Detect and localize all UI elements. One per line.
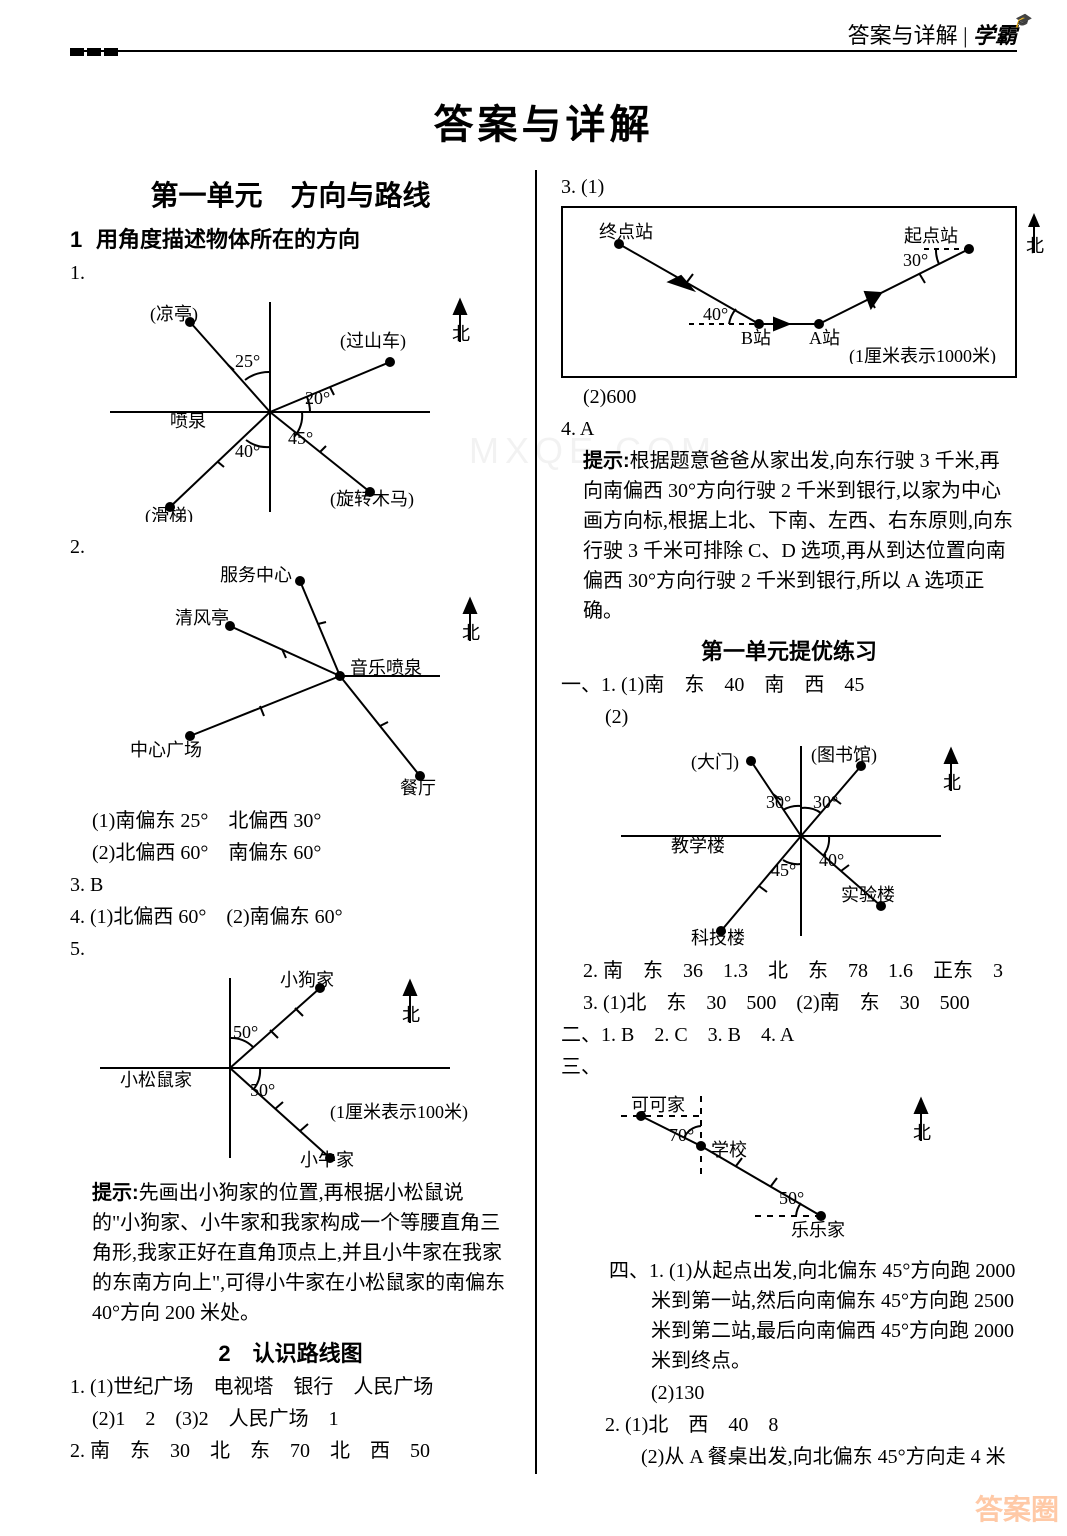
svg-text:教学楼: 教学楼 bbox=[671, 836, 725, 856]
svg-text:45°: 45° bbox=[771, 860, 796, 880]
diagram-3b: 北 可可家 学校 乐乐家 70° 50° bbox=[561, 1086, 1017, 1252]
diagram-1: 北 (凉亭) (过山车) 喷泉 (旋转木马) (滑梯) 25° 20° 45° … bbox=[70, 292, 511, 528]
svg-text:(滑梯): (滑梯) bbox=[145, 506, 193, 522]
svg-text:小松鼠家: 小松鼠家 bbox=[120, 1070, 192, 1090]
svg-text:小狗家: 小狗家 bbox=[280, 970, 334, 990]
svg-text:70°: 70° bbox=[669, 1125, 694, 1145]
section-2-heading: 2 认识路线图 bbox=[70, 1336, 511, 1368]
svg-text:30°: 30° bbox=[813, 792, 838, 812]
svg-text:服务中心: 服务中心 bbox=[220, 566, 292, 585]
r-q4-hint: 提示:根据题意爸爸从家出发,向东行驶 3 千米,再向南偏西 30°方向行驶 2 … bbox=[561, 446, 1017, 626]
unit-title: 第一单元 方向与路线 bbox=[70, 174, 511, 214]
diagram-2: 北 服务中心 清风亭 音乐喷泉 中心广场 餐厅 bbox=[70, 566, 511, 802]
svg-text:小牛家: 小牛家 bbox=[300, 1150, 354, 1168]
q3: 3. B bbox=[70, 870, 511, 900]
diagram-5: 北 小狗家 小松鼠家 小牛家 50° 50° (1厘米表示100米) bbox=[70, 968, 511, 1174]
p4-2-2: (2)从 A 餐桌出发,向北偏东 45°方向走 4 米 bbox=[561, 1442, 1017, 1472]
right-column: 3. (1) bbox=[561, 170, 1017, 1474]
s2-q1-1: 1. (1)世纪广场 电视塔 银行 人民广场 bbox=[70, 1372, 511, 1402]
svg-text:可可家: 可可家 bbox=[631, 1095, 685, 1115]
header-marks bbox=[70, 48, 118, 56]
svg-text:B站: B站 bbox=[741, 328, 771, 348]
svg-text:50°: 50° bbox=[233, 1022, 258, 1042]
s2-q1-2: (2)1 2 (3)2 人民广场 1 bbox=[70, 1404, 511, 1434]
diagram-tiyu: 北 (大门) (图书馆) 教学楼 实验楼 科技楼 30° 30° 40° 45° bbox=[561, 736, 1017, 952]
svg-text:45°: 45° bbox=[288, 428, 313, 448]
q2-ans-1: (1)南偏东 25° 北偏西 30° bbox=[70, 806, 511, 836]
svg-text:终点站: 终点站 bbox=[599, 222, 653, 242]
tiyu-title: 第一单元提优练习 bbox=[561, 634, 1017, 666]
p1-1-2-label: (2) bbox=[561, 702, 1017, 732]
r-q3-num: 3. (1) bbox=[561, 172, 1017, 202]
p1-1-1: 一、1. (1)南 东 40 南 西 45 bbox=[561, 670, 1017, 700]
svg-text:清风亭: 清风亭 bbox=[175, 608, 229, 628]
svg-text:北: 北 bbox=[452, 324, 470, 344]
svg-text:中心广场: 中心广场 bbox=[130, 740, 202, 760]
q2-number: 2. bbox=[70, 532, 511, 562]
svg-text:50°: 50° bbox=[779, 1188, 804, 1208]
svg-text:北: 北 bbox=[462, 623, 480, 643]
svg-text:30°: 30° bbox=[903, 250, 928, 270]
left-column: 第一单元 方向与路线 1用角度描述物体所在的方向 1. bbox=[70, 170, 511, 1474]
p1-2: 2. 南 东 36 1.3 北 东 78 1.6 正东 3 bbox=[561, 956, 1017, 986]
svg-text:北: 北 bbox=[1026, 236, 1044, 256]
q5-number: 5. bbox=[70, 934, 511, 964]
svg-text:20°: 20° bbox=[305, 388, 330, 408]
page: 答案与详解 | 学霸 答案与详解 第一单元 方向与路线 1用角度描述物体所在的方… bbox=[0, 0, 1067, 1536]
watermark-url: MXQE.COM bbox=[469, 430, 717, 472]
svg-text:30°: 30° bbox=[766, 792, 791, 812]
svg-text:起点站: 起点站 bbox=[904, 226, 958, 246]
columns: 第一单元 方向与路线 1用角度描述物体所在的方向 1. bbox=[70, 170, 1017, 1474]
watermark-brand: 答案圈 bbox=[975, 1488, 1059, 1528]
q4: 4. (1)北偏西 60° (2)南偏东 60° bbox=[70, 902, 511, 932]
svg-text:40°: 40° bbox=[235, 441, 260, 461]
svg-text:40°: 40° bbox=[819, 850, 844, 870]
section-1-heading: 1用角度描述物体所在的方向 bbox=[70, 222, 511, 254]
svg-text:(大门): (大门) bbox=[691, 752, 739, 773]
svg-text:(过山车): (过山车) bbox=[340, 331, 406, 352]
svg-text:(1厘米表示1000米): (1厘米表示1000米) bbox=[849, 346, 996, 364]
q2-ans-2: (2)北偏西 60° 南偏东 60° bbox=[70, 838, 511, 868]
svg-text:音乐喷泉: 音乐喷泉 bbox=[350, 658, 422, 678]
svg-text:餐厅: 餐厅 bbox=[400, 778, 436, 796]
column-separator bbox=[535, 170, 537, 1474]
svg-text:(凉亭): (凉亭) bbox=[150, 304, 198, 325]
q5-hint: 提示:先画出小狗家的位置,再根据小松鼠说的"小狗家、小牛家和我家构成一个等腰直角… bbox=[70, 1178, 511, 1328]
svg-text:25°: 25° bbox=[235, 351, 260, 371]
svg-text:(图书馆): (图书馆) bbox=[811, 745, 877, 766]
svg-text:50°: 50° bbox=[250, 1080, 275, 1100]
svg-text:实验楼: 实验楼 bbox=[841, 885, 895, 905]
p1-3: 3. (1)北 东 30 500 (2)南 东 30 500 bbox=[561, 988, 1017, 1018]
diagram-route: 终点站 起点站 B站 A站 40° 30° (1厘米表示1000米) 北 bbox=[561, 206, 1017, 378]
p4-2-1: 2. (1)北 西 40 8 bbox=[561, 1410, 1017, 1440]
s2-q2: 2. 南 东 30 北 东 70 北 西 50 bbox=[70, 1436, 511, 1466]
svg-text:北: 北 bbox=[913, 1123, 931, 1143]
svg-text:40°: 40° bbox=[703, 304, 728, 324]
header-right-label: 答案与详解 | 学霸 bbox=[848, 18, 1017, 50]
svg-text:乐乐家: 乐乐家 bbox=[791, 1220, 845, 1240]
p3-label: 三、 bbox=[561, 1052, 1017, 1082]
svg-text:(旋转木马): (旋转木马) bbox=[330, 489, 414, 510]
svg-text:(1厘米表示100米): (1厘米表示100米) bbox=[330, 1102, 468, 1123]
svg-text:喷泉: 喷泉 bbox=[170, 411, 206, 431]
svg-text:北: 北 bbox=[943, 773, 961, 793]
page-title: 答案与详解 bbox=[70, 92, 1017, 150]
header-rule: 答案与详解 | 学霸 bbox=[70, 50, 1017, 82]
r-q3-2: (2)600 bbox=[561, 382, 1017, 412]
p4-1-2: (2)130 bbox=[561, 1378, 1017, 1408]
svg-text:北: 北 bbox=[402, 1005, 420, 1025]
q1-number: 1. bbox=[70, 258, 511, 288]
p2: 二、1. B 2. C 3. B 4. A bbox=[561, 1020, 1017, 1050]
svg-text:学校: 学校 bbox=[711, 1140, 747, 1160]
svg-text:科技楼: 科技楼 bbox=[691, 928, 745, 946]
p4-1-1: 四、1. (1)从起点出发,向北偏东 45°方向跑 2000 米到第一站,然后向… bbox=[561, 1256, 1017, 1376]
svg-text:A站: A站 bbox=[809, 328, 840, 348]
